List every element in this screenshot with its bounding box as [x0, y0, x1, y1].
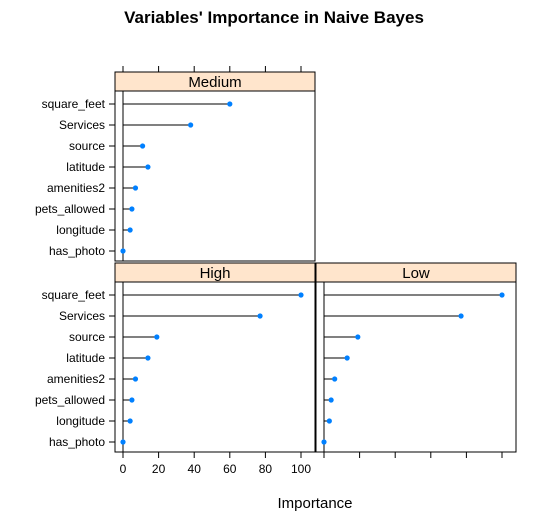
- point-low-amenities2: [332, 376, 337, 381]
- point-high-square-feet: [298, 292, 303, 297]
- x-tick-label: 0: [120, 462, 127, 476]
- point-medium-pets-allowed: [129, 206, 134, 211]
- point-low-services: [458, 313, 463, 318]
- category-label-latitude-row2: latitude: [66, 351, 105, 365]
- category-label-latitude-row1: latitude: [66, 160, 105, 174]
- category-label-amenities2-row2: amenities2: [47, 372, 105, 386]
- point-low-square-feet: [499, 292, 504, 297]
- point-medium-longitude: [128, 227, 133, 232]
- point-high-has-photo: [120, 439, 125, 444]
- strip-label-medium: Medium: [188, 74, 241, 91]
- point-medium-source: [140, 143, 145, 148]
- category-label-has-photo-row2: has_photo: [49, 435, 105, 449]
- category-label-source-row2: source: [69, 330, 105, 344]
- category-label-longitude-row1: longitude: [56, 223, 105, 237]
- point-medium-services: [188, 122, 193, 127]
- x-tick-label: 20: [152, 462, 166, 476]
- point-low-pets-allowed: [329, 397, 334, 402]
- point-low-has-photo: [321, 439, 326, 444]
- category-label-pets-allowed-row1: pets_allowed: [35, 202, 105, 216]
- category-labels: square_feet Services source latitude ameniti…: [35, 97, 115, 449]
- point-high-latitude: [145, 355, 150, 360]
- x-axis-label: Importance: [277, 495, 352, 512]
- point-low-longitude: [327, 418, 332, 423]
- x-tick-label: 100: [291, 462, 311, 476]
- category-label-has-photo-row1: has_photo: [49, 244, 105, 258]
- panel-low: Low: [316, 263, 516, 452]
- point-high-services: [257, 313, 262, 318]
- panels-layer: Medium High Low: [115, 72, 516, 452]
- point-medium-has-photo: [120, 248, 125, 253]
- category-label-amenities2-row1: amenities2: [47, 181, 105, 195]
- category-label-longitude-row2: longitude: [56, 414, 105, 428]
- strip-label-low: Low: [402, 265, 430, 282]
- point-high-amenities2: [133, 376, 138, 381]
- x-tick-label: 40: [188, 462, 202, 476]
- point-low-source: [355, 334, 360, 339]
- category-label-square-feet-row1: square_feet: [42, 97, 106, 111]
- x-tick-label: 80: [259, 462, 273, 476]
- point-medium-amenities2: [133, 185, 138, 190]
- point-medium-latitude: [145, 164, 150, 169]
- category-label-services-row1: Services: [59, 118, 105, 132]
- point-low-latitude: [345, 355, 350, 360]
- point-high-source: [154, 334, 159, 339]
- point-high-longitude: [128, 418, 133, 423]
- x-tick-label: 60: [223, 462, 237, 476]
- panel-high: High: [115, 263, 315, 452]
- chart-title: Variables' Importance in Naive Bayes: [124, 8, 424, 27]
- panel-medium: Medium: [115, 72, 315, 261]
- point-high-pets-allowed: [129, 397, 134, 402]
- category-label-source-row1: source: [69, 139, 105, 153]
- category-label-square-feet-row2: square_feet: [42, 288, 106, 302]
- point-medium-square-feet: [227, 101, 232, 106]
- strip-label-high: High: [200, 265, 231, 282]
- category-label-pets-allowed-row2: pets_allowed: [35, 393, 105, 407]
- category-label-services-row2: Services: [59, 309, 105, 323]
